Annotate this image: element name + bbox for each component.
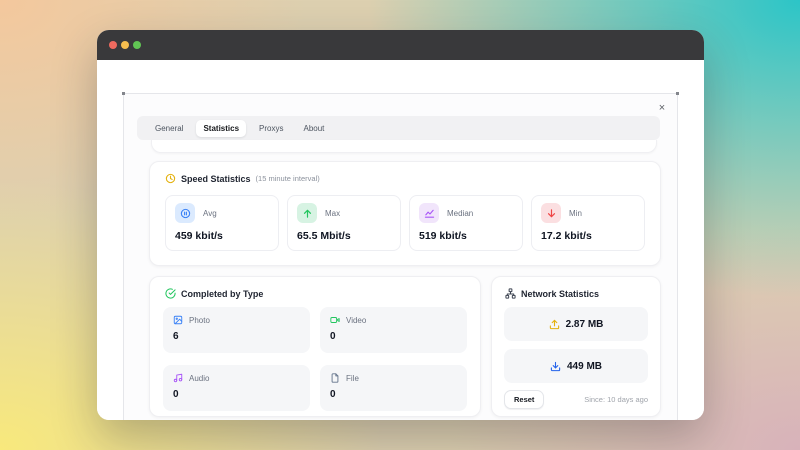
stat-value: 459 kbit/s [175,230,223,242]
stat-value: 65.5 Mbit/s [297,230,351,242]
tile-value: 0 [330,331,336,342]
downloaded-value: 449 MB [566,360,602,372]
upload-icon [549,319,559,329]
clock-icon [165,173,176,184]
tile-label: Photo [189,315,210,325]
tile-label: File [346,373,359,383]
network-icon [505,288,516,299]
reset-button[interactable]: Reset [504,389,545,409]
file-icon [331,373,339,383]
scrolled-card-edge [151,140,657,153]
settings-tabbar: General Statistics Proxys About [137,116,660,140]
tab-statistics[interactable]: Statistics [196,119,247,137]
stat-label: Min [569,208,582,218]
traffic-light-maximize-icon[interactable] [133,41,141,49]
app-window: × General Statistics Proxys About Speed … [97,30,704,420]
tile-label: Video [346,315,367,325]
tile-video: Video 0 [320,307,467,353]
tile-label: Audio [189,373,210,383]
selection-corner-marker [122,92,125,95]
settings-dialog: × General Statistics Proxys About Speed … [122,92,679,420]
tab-proxys[interactable]: Proxys [259,123,284,133]
tile-file: File 0 [320,365,467,411]
speed-statistics-card: Speed Statistics (15 minute interval) [149,161,661,266]
window-titlebar [97,30,704,60]
stat-label: Median [447,208,474,218]
network-statistics-header: Network Statistics [505,288,599,299]
tab-about[interactable]: About [303,123,325,133]
tile-audio: Audio 0 [163,365,310,411]
close-icon[interactable]: × [658,101,666,114]
completed-by-type-title: Completed by Type [181,288,264,299]
completed-by-type-card: Completed by Type Photo 6 [149,276,481,417]
window-body: × General Statistics Proxys About Speed … [97,60,704,420]
traffic-light-close-icon[interactable] [109,41,117,49]
arrow-up-icon [297,203,317,223]
stat-card-avg: Avg 459 kbit/s [165,195,279,251]
stat-value: 17.2 kbit/s [541,230,592,242]
completed-by-type-header: Completed by Type [165,288,263,299]
speed-statistics-subtitle: (15 minute interval) [255,174,320,183]
speed-statistics-header: Speed Statistics (15 minute interval) [165,173,320,184]
network-statistics-card: Network Statistics 2.87 MB [491,276,661,417]
stat-card-median: Median 519 kbit/s [409,195,523,251]
tile-value: 6 [173,331,179,342]
photo-icon [173,315,183,325]
uploaded-value: 2.87 MB [565,318,604,330]
stat-label: Avg [203,208,217,218]
tile-value: 0 [173,389,179,400]
circle-pause-icon [175,203,195,223]
since-text: Since: 10 days ago [584,394,648,404]
tile-photo: Photo 6 [163,307,310,353]
speed-statistics-title: Speed Statistics [181,173,251,184]
network-footer: Reset Since: 10 days ago [504,389,648,409]
download-icon [550,361,561,371]
stat-card-max: Max 65.5 Mbit/s [287,195,401,251]
check-circle-icon [165,288,176,299]
tab-general[interactable]: General [155,123,184,133]
music-note-icon [173,373,183,383]
downloaded-stat: 449 MB [504,349,648,383]
uploaded-stat: 2.87 MB [504,307,648,341]
traffic-light-minimize-icon[interactable] [121,41,129,49]
completed-tile-grid: Photo 6 Video 0 [163,307,467,411]
selection-corner-marker [676,92,679,95]
video-icon [330,317,340,323]
stat-card-min: Min 17.2 kbit/s [531,195,645,251]
chart-line-icon [419,203,439,223]
stat-value: 519 kbit/s [419,230,467,242]
network-statistics-title: Network Statistics [521,288,600,299]
speed-stat-grid: Avg 459 kbit/s Max [165,195,645,251]
tile-value: 0 [330,389,336,400]
arrow-down-icon [541,203,561,223]
stat-label: Max [325,208,341,218]
